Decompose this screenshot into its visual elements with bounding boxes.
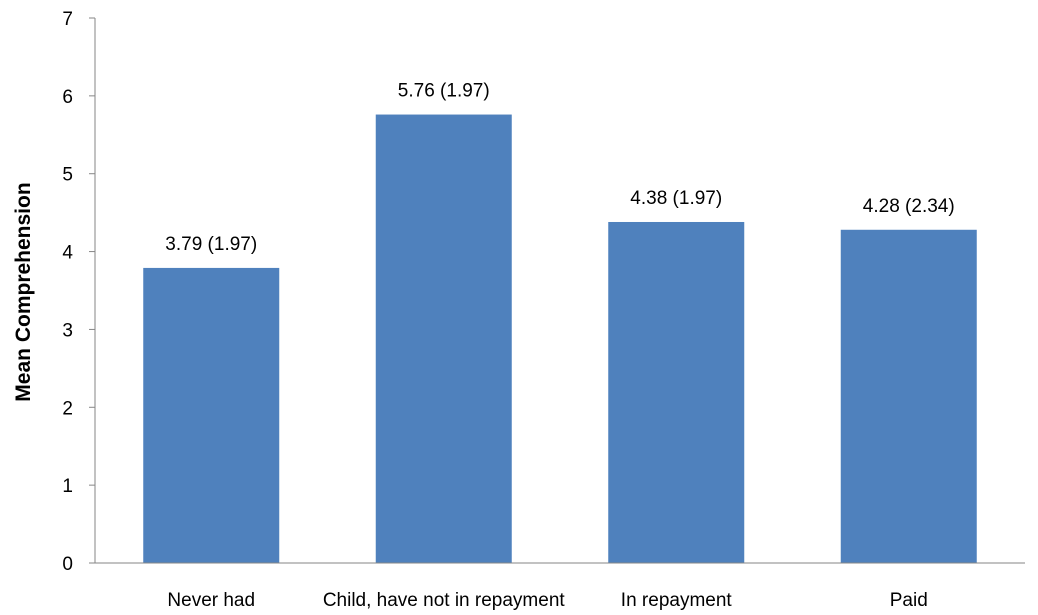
- y-axis-title: Mean Comprehension: [12, 182, 35, 401]
- bar-data-label: 4.38 (1.97): [630, 188, 722, 209]
- y-tick-label: 7: [62, 9, 73, 30]
- y-tick-label: 3: [62, 320, 73, 341]
- y-tick-label: 2: [62, 398, 73, 419]
- x-category-label: Paid: [890, 590, 928, 611]
- bar-data-label: 5.76 (1.97): [398, 81, 490, 102]
- bar-data-label: 3.79 (1.97): [165, 234, 257, 255]
- bar: [375, 114, 512, 564]
- x-category-label: In repayment: [621, 590, 733, 611]
- bar: [840, 229, 977, 563]
- y-tick-label: 6: [62, 87, 73, 108]
- y-tick-label: 5: [62, 165, 73, 186]
- y-tick-label: 0: [62, 554, 73, 575]
- x-category-label: Child, have not in repayment: [323, 590, 566, 611]
- y-tick-label: 4: [62, 243, 73, 264]
- x-axis-labels: Never had Child, have not in repayment In …: [167, 590, 927, 611]
- bar: [143, 267, 280, 563]
- data-labels: 3.79 (1.97) 5.76 (1.97) 4.38 (1.97) 4.28 (2…: [165, 81, 954, 255]
- y-axis-ticks: 0 1 2 3 4 5 6 7: [62, 9, 95, 575]
- axes: [89, 18, 1025, 564]
- bar: [608, 221, 745, 563]
- x-category-label: Never had: [167, 590, 255, 611]
- bars: [143, 114, 977, 564]
- y-tick-label: 1: [62, 476, 73, 497]
- bar-data-label: 4.28 (2.34): [863, 196, 955, 217]
